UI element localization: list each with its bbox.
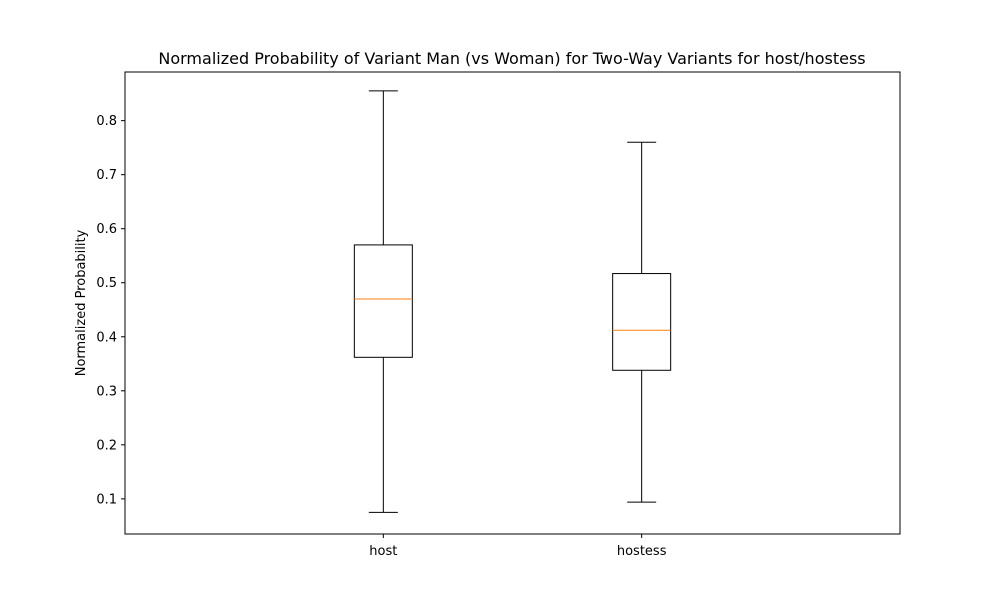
y-tick-label: 0.5 [96, 276, 117, 291]
y-tick-label: 0.7 [96, 168, 117, 183]
y-tick-label: 0.4 [96, 330, 117, 345]
y-tick-label: 0.1 [96, 492, 117, 507]
box-hostess [612, 273, 672, 371]
y-tick-label: 0.3 [96, 384, 117, 399]
y-tick-label: 0.6 [96, 222, 117, 237]
y-axis-label: Normalized Probability [74, 229, 89, 376]
plot-area: 0.1 0.2 0.3 0.4 0.5 0.6 0.7 0.8 host hostess [96, 71, 901, 559]
x-tick-label: hostess [617, 544, 667, 559]
chart-title: Normalized Probability of Variant Man (v… [158, 49, 865, 68]
x-tick-label: host [369, 544, 397, 559]
plot-frame [124, 71, 901, 535]
y-tick-label: 0.8 [96, 114, 117, 129]
box-host [353, 244, 413, 358]
y-tick-label: 0.2 [96, 438, 117, 453]
